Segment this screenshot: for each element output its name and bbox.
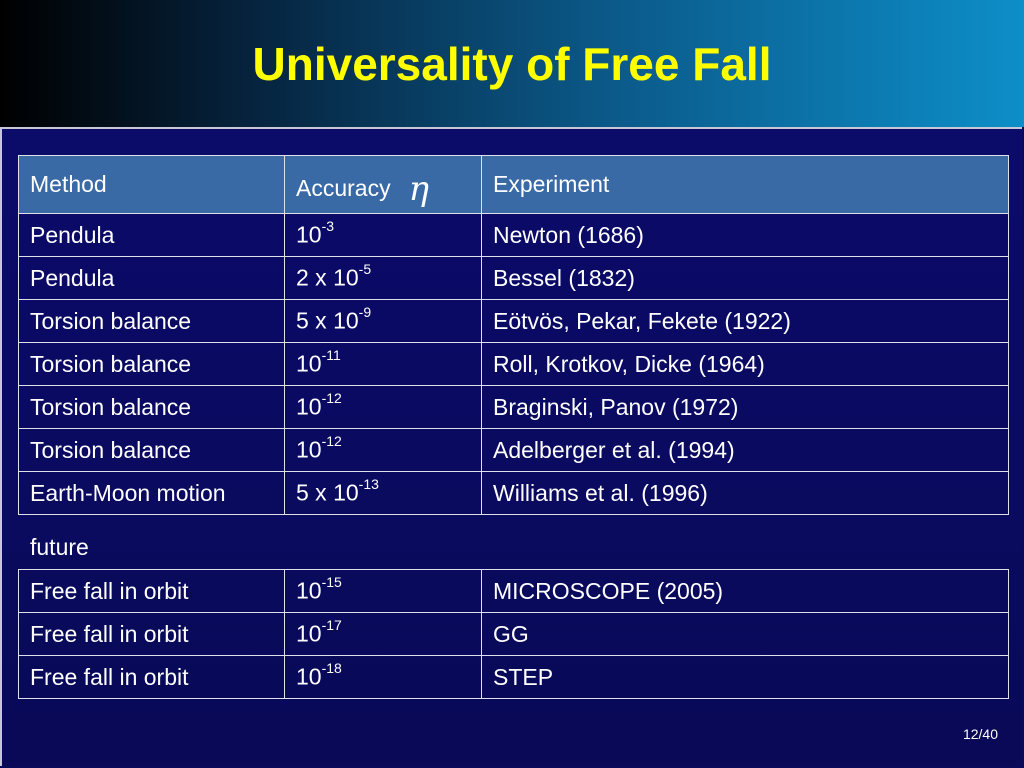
- table-row: Free fall in orbit 10-15 MICROSCOPE (2005): [18, 569, 1009, 613]
- accuracy-base: 2 x 10: [296, 264, 359, 291]
- accuracy-base: 10: [296, 436, 322, 463]
- cell-method: Free fall in orbit: [18, 655, 285, 699]
- header-accuracy: Accuracy η: [284, 155, 482, 214]
- table-row: Free fall in orbit 10-18 STEP: [18, 655, 1009, 699]
- future-label: future: [30, 534, 89, 560]
- table-header-row: Method Accuracy η Experiment: [18, 155, 1009, 214]
- cell-experiment: Adelberger et al. (1994): [481, 428, 1009, 472]
- accuracy-base: 5 x 10: [296, 307, 359, 334]
- cell-experiment: STEP: [481, 655, 1009, 699]
- cell-experiment: Bessel (1832): [481, 256, 1009, 300]
- accuracy-exponent: -5: [358, 261, 372, 278]
- cell-experiment: Newton (1686): [481, 213, 1009, 257]
- accuracy-exponent: -9: [358, 304, 372, 321]
- cell-experiment: GG: [481, 612, 1009, 656]
- accuracy-base: 10: [296, 221, 322, 248]
- accuracy-base: 10: [296, 350, 322, 377]
- accuracy-exponent: -12: [321, 433, 342, 450]
- cell-accuracy: 2 x 10-5: [284, 256, 482, 300]
- cell-experiment: Williams et al. (1996): [481, 471, 1009, 515]
- table-row: Free fall in orbit 10-17 GG: [18, 612, 1009, 656]
- slide-title: Universality of Free Fall: [252, 38, 772, 90]
- header-method: Method: [18, 155, 285, 214]
- header-experiment: Experiment: [481, 155, 1009, 214]
- cell-experiment: Eötvös, Pekar, Fekete (1922): [481, 299, 1009, 343]
- table-row: Earth-Moon motion 5 x 10-13 Williams et al…: [18, 471, 1009, 515]
- cell-method: Free fall in orbit: [18, 569, 285, 613]
- cell-accuracy: 10-17: [284, 612, 482, 656]
- accuracy-base: 5 x 10: [296, 479, 359, 506]
- cell-method: Torsion balance: [18, 428, 285, 472]
- table-row: Pendula 2 x 10-5 Bessel (1832): [18, 256, 1009, 300]
- table-row: Pendula 10-3 Newton (1686): [18, 213, 1009, 257]
- accuracy-exponent: -18: [321, 660, 342, 677]
- cell-accuracy: 5 x 10-9: [284, 299, 482, 343]
- accuracy-exponent: -11: [321, 347, 341, 364]
- accuracy-base: 10: [296, 577, 322, 604]
- cell-accuracy: 5 x 10-13: [284, 471, 482, 515]
- table-row: Torsion balance 10-12 Adelberger et al. (1…: [18, 428, 1009, 472]
- accuracy-exponent: -13: [358, 476, 379, 493]
- table-row: Torsion balance 10-12 Braginski, Panov (19…: [18, 385, 1009, 429]
- cell-method: Free fall in orbit: [18, 612, 285, 656]
- cell-method: Earth-Moon motion: [18, 471, 285, 515]
- table-row: Torsion balance 10-11 Roll, Krotkov, Dicke…: [18, 342, 1009, 386]
- cell-accuracy: 10-18: [284, 655, 482, 699]
- results-table: Method Accuracy η Experiment Pendula 10-3 N…: [18, 155, 1009, 515]
- header-accuracy-label: Accuracy: [296, 174, 391, 201]
- table-body: Pendula 10-3 Newton (1686) Pendula 2 x 10-5 B…: [18, 213, 1009, 515]
- title-banner: [0, 0, 1024, 127]
- cell-experiment: Braginski, Panov (1972): [481, 385, 1009, 429]
- accuracy-exponent: -17: [321, 617, 342, 634]
- accuracy-base: 10: [296, 393, 322, 420]
- page-number: 12/40: [962, 726, 998, 742]
- cell-accuracy: 10-12: [284, 428, 482, 472]
- cell-accuracy: 10-3: [284, 213, 482, 257]
- accuracy-exponent: -12: [321, 390, 342, 407]
- cell-method: Torsion balance: [18, 299, 285, 343]
- cell-method: Pendula: [18, 213, 285, 257]
- accuracy-base: 10: [296, 620, 322, 647]
- future-table-body: Free fall in orbit 10-15 MICROSCOPE (2005)…: [18, 569, 1009, 699]
- accuracy-base: 10: [296, 663, 322, 690]
- table-row: Torsion balance 5 x 10-9 Eötvös, Pekar, Fe…: [18, 299, 1009, 343]
- cell-accuracy: 10-12: [284, 385, 482, 429]
- cell-accuracy: 10-15: [284, 569, 482, 613]
- cell-method: Torsion balance: [18, 342, 285, 386]
- cell-method: Torsion balance: [18, 385, 285, 429]
- cell-accuracy: 10-11: [284, 342, 482, 386]
- accuracy-exponent: -3: [321, 218, 335, 235]
- eta-symbol: η: [408, 168, 429, 209]
- cell-experiment: Roll, Krotkov, Dicke (1964): [481, 342, 1009, 386]
- cell-method: Pendula: [18, 256, 285, 300]
- cell-experiment: MICROSCOPE (2005): [481, 569, 1009, 613]
- accuracy-exponent: -15: [321, 574, 342, 591]
- future-table: Free fall in orbit 10-15 MICROSCOPE (2005)…: [18, 569, 1009, 699]
